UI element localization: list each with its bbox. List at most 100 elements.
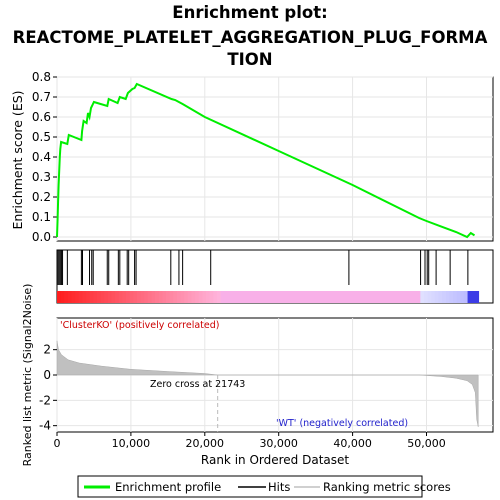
heat-cell bbox=[184, 291, 189, 303]
enrichment-score-panel: 0.0 0.1 0.2 0.3 0.4 0.5 0.6 0.7 0.8 Enrichment s… bbox=[10, 70, 494, 244]
heat-cell bbox=[467, 291, 472, 303]
heat-cell bbox=[209, 291, 214, 303]
heat-cell bbox=[413, 291, 418, 303]
es-y-tick-label: 0.8 bbox=[32, 70, 51, 84]
legend-ranking-label: Ranking metric scores bbox=[323, 480, 451, 494]
x-tick-label: 40,000 bbox=[333, 437, 372, 450]
heat-cell bbox=[354, 291, 360, 303]
heat-cell bbox=[333, 291, 338, 303]
heat-cell bbox=[474, 291, 480, 303]
heat-cell bbox=[205, 291, 211, 303]
heat-cell bbox=[434, 291, 440, 303]
heat-cell bbox=[126, 291, 131, 303]
heat-cell bbox=[384, 291, 389, 303]
x-tick-label: 20,000 bbox=[186, 437, 225, 450]
heat-cell bbox=[394, 291, 400, 303]
heat-cell bbox=[89, 291, 94, 303]
es-y-tick-label: 0.7 bbox=[32, 90, 51, 104]
x-tick-label: 50,000 bbox=[407, 437, 446, 450]
x-axis: 0 10,000 20,000 30,000 40,000 50,000 bbox=[54, 432, 446, 450]
heat-cell bbox=[445, 291, 450, 303]
es-y-tick-label: 0.3 bbox=[32, 170, 51, 184]
heat-cell bbox=[398, 291, 403, 303]
heat-cell bbox=[71, 291, 76, 303]
heat-cell bbox=[387, 291, 392, 303]
heat-cell bbox=[300, 291, 305, 303]
heat-cell bbox=[460, 291, 465, 303]
heat-cell bbox=[224, 291, 229, 303]
heat-cell bbox=[195, 291, 200, 303]
heat-cell bbox=[231, 291, 236, 303]
heat-cell bbox=[314, 291, 320, 303]
rank-y-axis-label: Ranked list metric (Signal2Noise) bbox=[21, 284, 34, 467]
heat-cell bbox=[376, 291, 381, 303]
heat-cell bbox=[471, 291, 476, 303]
es-y-tick-label: 0.4 bbox=[32, 150, 51, 164]
heat-cell bbox=[318, 291, 323, 303]
heat-cell bbox=[216, 291, 222, 303]
heat-cell bbox=[155, 291, 160, 303]
title-line-2: REACTOME_PLATELET_AGGREGATION_PLUG_FORMA bbox=[12, 28, 488, 47]
positive-correlation-label: 'ClusterKO' (positively correlated) bbox=[60, 320, 219, 331]
heat-cell bbox=[133, 291, 138, 303]
heat-cell bbox=[169, 291, 174, 303]
heat-cell bbox=[166, 291, 171, 303]
heat-cell bbox=[442, 291, 447, 303]
heat-cell bbox=[220, 291, 225, 303]
es-y-tick-label: 0.5 bbox=[32, 130, 51, 144]
hit-marks bbox=[57, 250, 469, 285]
x-axis-label: Rank in Ordered Dataset bbox=[201, 453, 349, 467]
heat-cell bbox=[256, 291, 262, 303]
heat-cell bbox=[86, 291, 91, 303]
es-y-axis: 0.0 0.1 0.2 0.3 0.4 0.5 0.6 0.7 0.8 bbox=[32, 70, 57, 244]
rank-y-tick-label: 0 bbox=[43, 368, 51, 382]
rank-y-tick-label: -4 bbox=[39, 419, 51, 433]
es-y-tick-label: 0.0 bbox=[32, 230, 51, 244]
negative-correlation-label: 'WT' (negatively correlated) bbox=[276, 418, 408, 429]
heat-cell bbox=[420, 291, 425, 303]
heat-cell bbox=[213, 291, 218, 303]
heat-cell bbox=[96, 291, 102, 303]
title-line-1: Enrichment plot: bbox=[172, 3, 328, 22]
heat-cell bbox=[275, 291, 280, 303]
heat-cell bbox=[329, 291, 334, 303]
heat-cell bbox=[198, 291, 203, 303]
heat-cell bbox=[416, 291, 421, 303]
heat-cell bbox=[463, 291, 469, 303]
es-y-tick-label: 0.6 bbox=[32, 110, 51, 124]
heat-cell bbox=[104, 291, 109, 303]
heat-cell bbox=[311, 291, 316, 303]
rank-y-tick-label: -2 bbox=[39, 393, 51, 407]
es-gridlines bbox=[56, 76, 493, 241]
rank-y-tick-label: 2 bbox=[43, 343, 51, 357]
heat-cell bbox=[456, 291, 461, 303]
heat-cell bbox=[238, 291, 243, 303]
heat-cell bbox=[75, 291, 80, 303]
heat-cell bbox=[427, 291, 432, 303]
heat-cell bbox=[115, 291, 120, 303]
heat-cell bbox=[362, 291, 367, 303]
hits-panel bbox=[56, 249, 494, 304]
heat-cell bbox=[78, 291, 84, 303]
heat-cell bbox=[423, 291, 429, 303]
heat-cell bbox=[344, 291, 349, 303]
zero-cross-label: Zero cross at 21743 bbox=[150, 379, 245, 390]
rank-color-bar bbox=[57, 291, 480, 303]
heat-cell bbox=[173, 291, 178, 303]
heat-cell bbox=[322, 291, 327, 303]
heat-cell bbox=[107, 291, 113, 303]
es-y-tick-label: 0.1 bbox=[32, 210, 51, 224]
heat-cell bbox=[293, 291, 298, 303]
heat-cell bbox=[402, 291, 407, 303]
heat-cell bbox=[140, 291, 145, 303]
legend-enrichment-label: Enrichment profile bbox=[115, 480, 221, 494]
heat-cell bbox=[64, 291, 69, 303]
heat-cell bbox=[162, 291, 167, 303]
heat-cell bbox=[282, 291, 287, 303]
es-plot-area bbox=[56, 76, 494, 242]
heat-cell bbox=[202, 291, 207, 303]
title-line-3: TION bbox=[227, 50, 273, 69]
heat-cell bbox=[249, 291, 254, 303]
heat-cell bbox=[325, 291, 331, 303]
heat-cell bbox=[449, 291, 454, 303]
